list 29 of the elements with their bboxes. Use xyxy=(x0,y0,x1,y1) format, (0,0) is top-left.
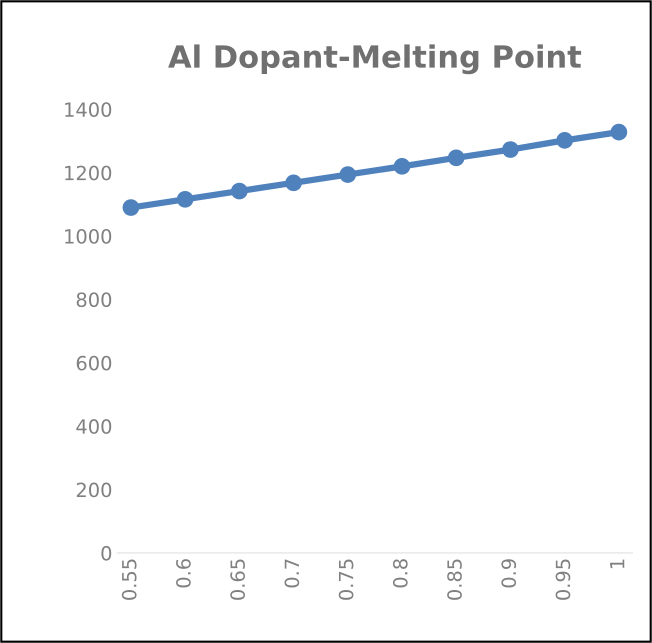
point xyxy=(556,132,573,149)
x-tick-label: 0.75 xyxy=(338,560,354,600)
point xyxy=(502,141,519,158)
y-tick-label: 1000 xyxy=(65,229,112,244)
point xyxy=(448,149,465,166)
x-tick-label: 0.55 xyxy=(122,560,137,600)
y-tick-label: 800 xyxy=(76,292,112,308)
x-tick-label: 0.9 xyxy=(501,559,516,588)
x-tick-label: 0.65 xyxy=(230,560,245,600)
y-tick-label: 0 xyxy=(101,546,112,561)
y-tick-label: 400 xyxy=(76,419,112,434)
point xyxy=(285,174,302,192)
y-tick-label: 600 xyxy=(76,356,112,370)
chart-title: Al Dopant-Melting Point xyxy=(168,44,582,74)
point xyxy=(610,124,628,140)
x-tick-label: 0.85 xyxy=(447,560,462,600)
x-tick-label: 0.8 xyxy=(392,559,408,588)
point xyxy=(176,190,194,208)
x-tick-label: 0.7 xyxy=(284,560,300,588)
x-tick-label: 0.6 xyxy=(176,559,191,588)
y-tick-label: 1200 xyxy=(65,166,112,180)
point xyxy=(122,199,140,216)
y-tick-label: 1400 xyxy=(65,102,112,117)
point xyxy=(394,158,410,175)
y-tick-label: 200 xyxy=(76,482,112,498)
point xyxy=(231,182,248,200)
x-tick-label: 1 xyxy=(610,560,624,568)
point xyxy=(339,166,356,183)
x-tick-label: 0.95 xyxy=(556,560,570,600)
